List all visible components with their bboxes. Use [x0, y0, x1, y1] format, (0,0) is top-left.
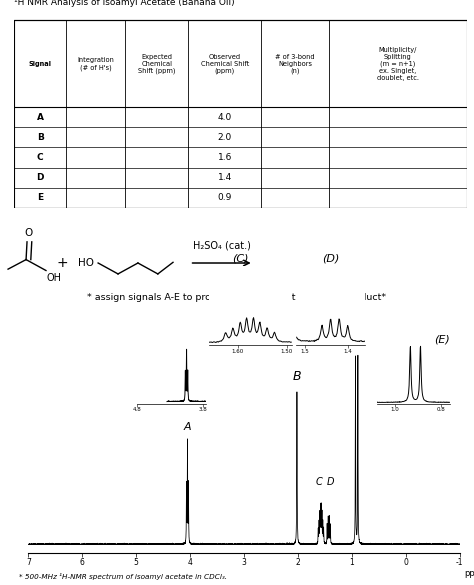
Text: Observed
Chemical Shift
(ppm): Observed Chemical Shift (ppm) [201, 54, 249, 74]
Text: ppm: ppm [464, 569, 474, 578]
Text: (E): (E) [435, 335, 450, 345]
Text: B: B [292, 370, 301, 383]
Text: Integration
(# of H's): Integration (# of H's) [77, 57, 114, 71]
Text: * assign signals A-E to protons on the structure of the product*: * assign signals A-E to protons on the s… [87, 292, 387, 302]
Text: H₂SO₄ (cat.): H₂SO₄ (cat.) [193, 240, 251, 250]
Text: (D): (D) [322, 254, 339, 264]
Text: ¹H NMR Analysis of Isoamyl Acetate (Banana Oil): ¹H NMR Analysis of Isoamyl Acetate (Bana… [14, 0, 235, 7]
Text: +: + [57, 256, 68, 270]
Text: O: O [25, 228, 33, 239]
Text: B: B [37, 133, 44, 142]
Text: (C): (C) [232, 254, 248, 264]
Text: C: C [37, 153, 44, 162]
Text: # of 3-bond
Neighbors
(n): # of 3-bond Neighbors (n) [275, 54, 315, 74]
Text: 2.0: 2.0 [218, 133, 232, 142]
Text: C: C [316, 477, 323, 487]
Text: 1.6: 1.6 [218, 153, 232, 162]
Text: Multiplicity/
Splitting
(m = n+1)
ex. Singlet,
doublet, etc.: Multiplicity/ Splitting (m = n+1) ex. Si… [377, 47, 419, 81]
Text: OH: OH [47, 273, 62, 283]
Text: E: E [354, 331, 360, 341]
Text: * 500-MHz ¹H-NMR spectrum of isoamyl acetate in CDCl₃.: * 500-MHz ¹H-NMR spectrum of isoamyl ace… [19, 573, 227, 580]
Text: A: A [37, 113, 44, 122]
Text: HO: HO [78, 258, 94, 268]
Text: 0.9: 0.9 [218, 193, 232, 202]
Text: A: A [184, 422, 191, 432]
Text: D: D [327, 477, 335, 487]
Text: 1.4: 1.4 [218, 173, 232, 182]
Text: Signal: Signal [29, 61, 52, 67]
Text: Δ: Δ [218, 270, 226, 283]
Text: D: D [36, 173, 44, 182]
Text: Expected
Chemical
Shift (ppm): Expected Chemical Shift (ppm) [138, 54, 175, 74]
Text: 4.0: 4.0 [218, 113, 232, 122]
Text: E: E [37, 193, 43, 202]
